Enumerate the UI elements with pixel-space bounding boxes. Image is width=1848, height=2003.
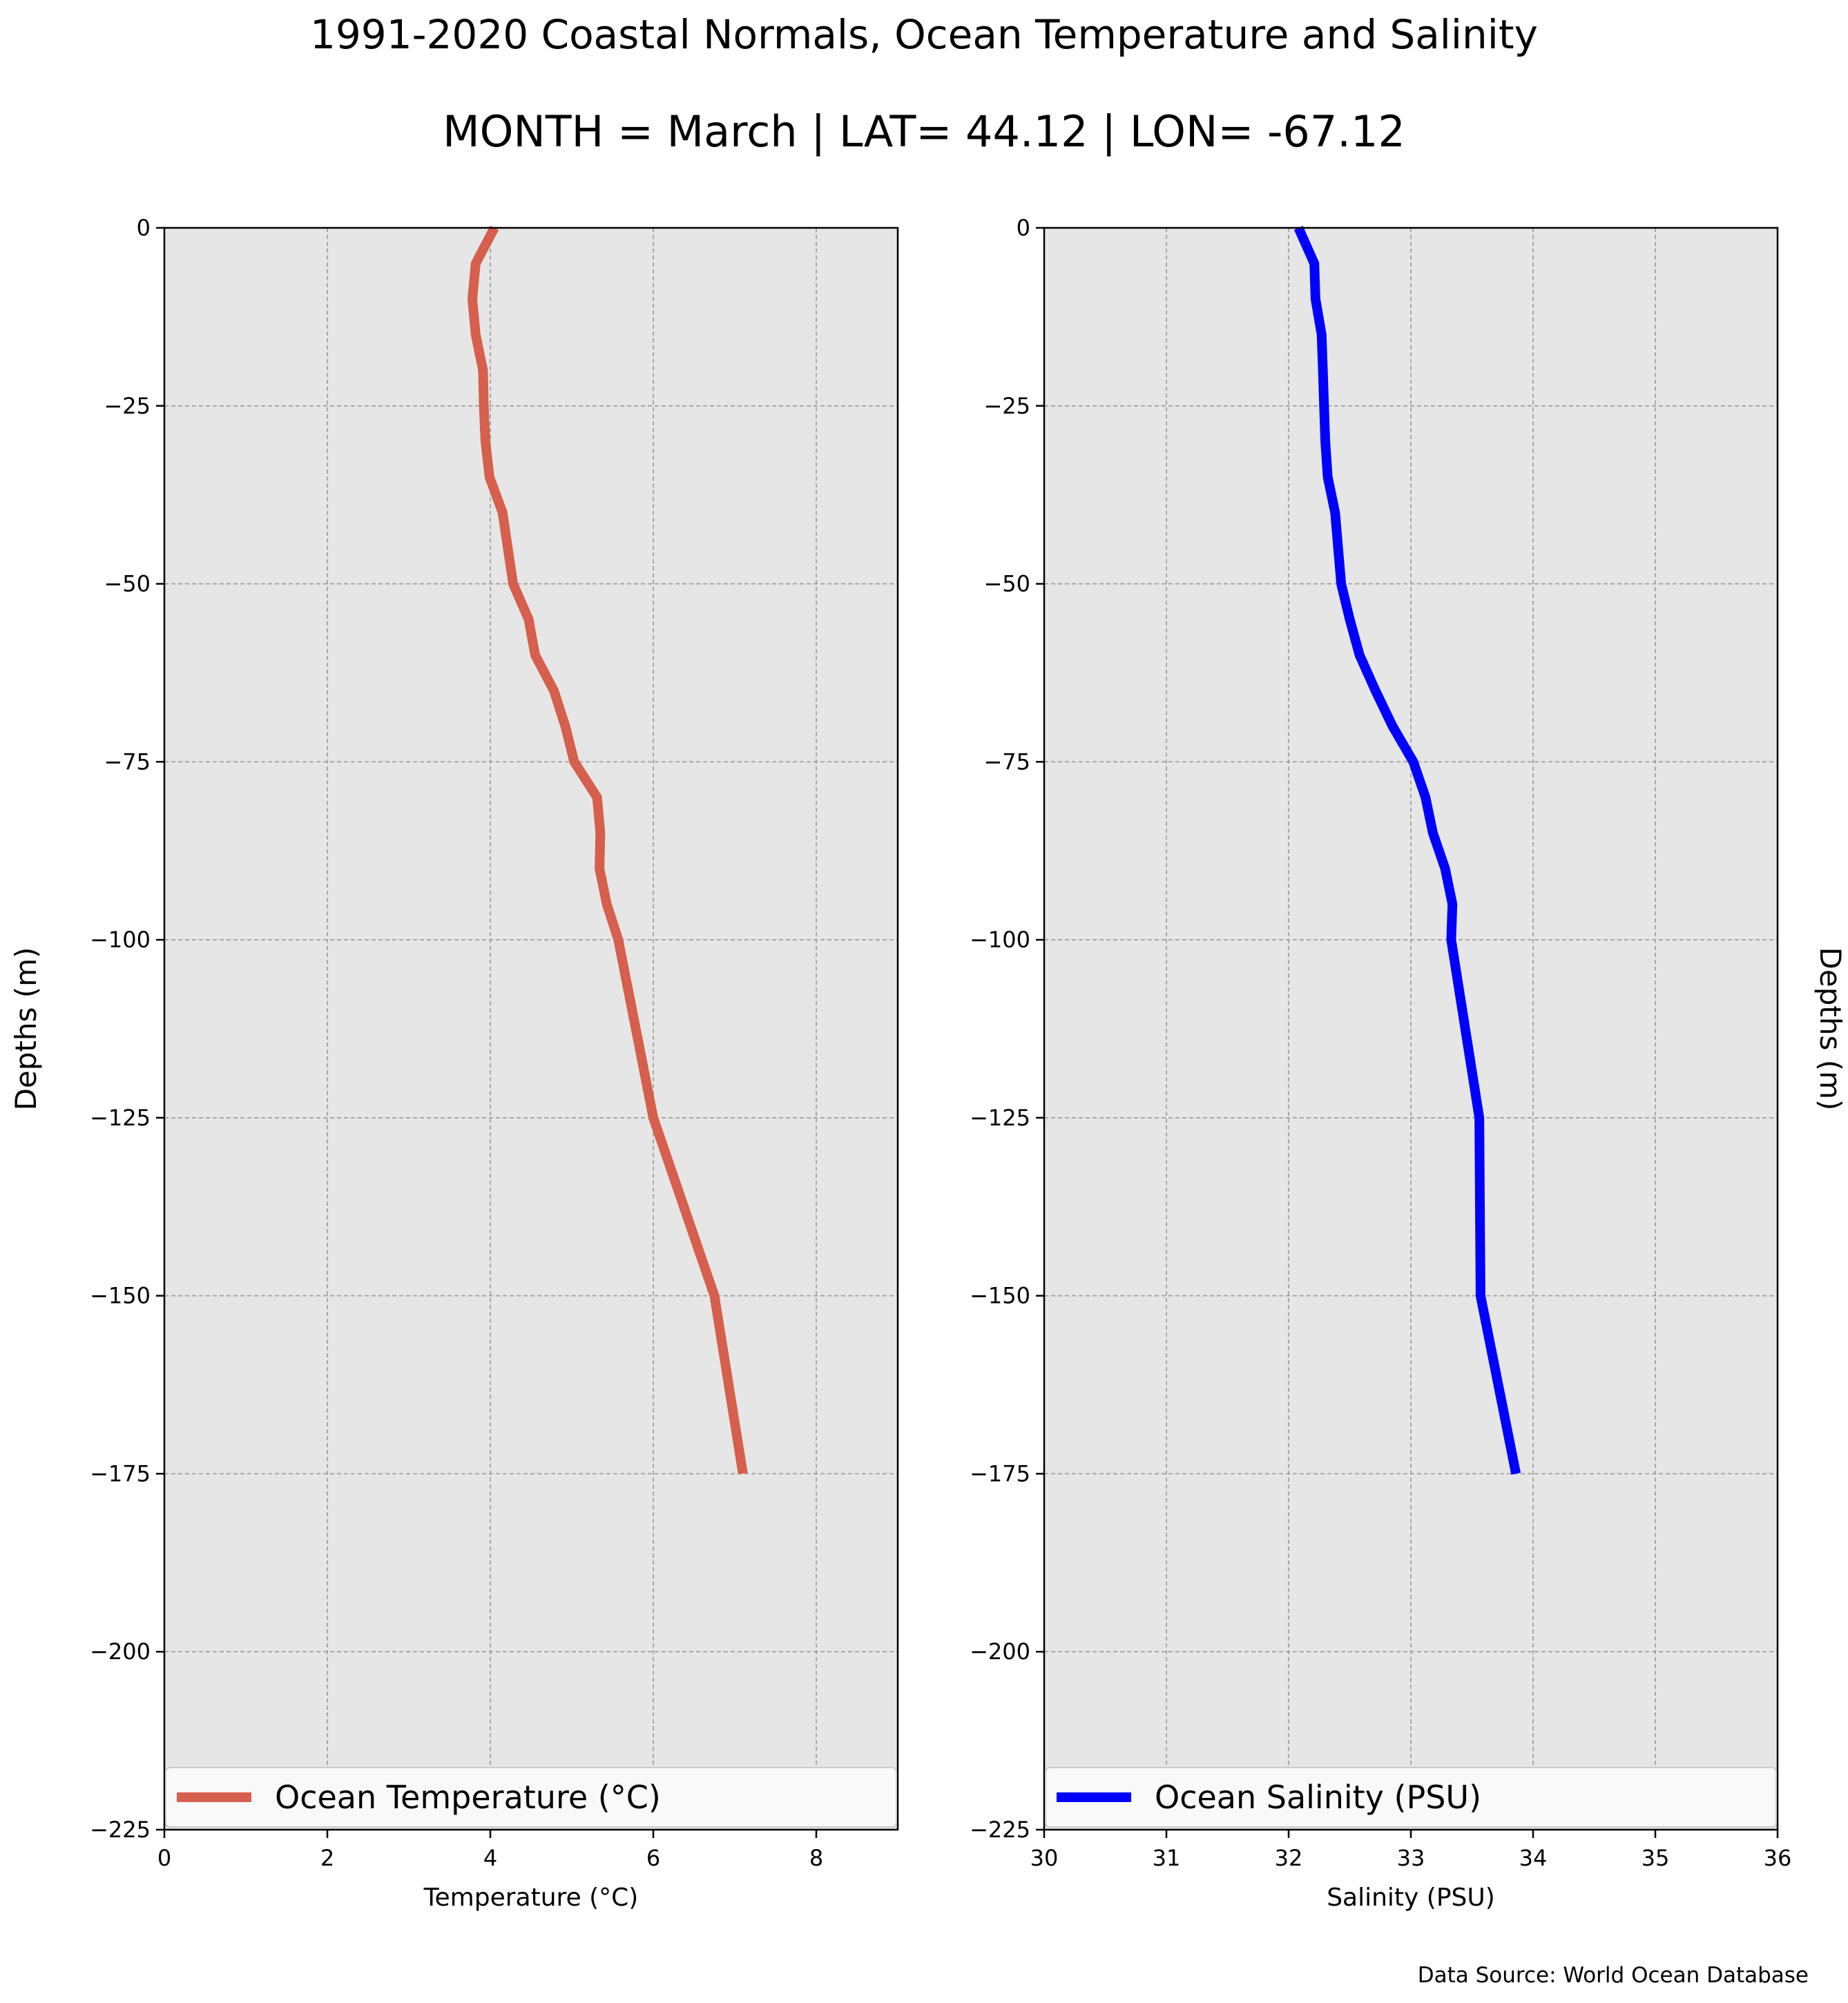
y-tick-label: −50 bbox=[104, 571, 151, 597]
series-line bbox=[467, 225, 748, 1475]
y-tick-label: 0 bbox=[137, 215, 151, 241]
y-tick-label: −50 bbox=[983, 571, 1030, 597]
axes-frame bbox=[163, 226, 899, 1831]
data-source-note: Data Source: World Ocean Database bbox=[1418, 1963, 1809, 1988]
plot-area bbox=[164, 228, 898, 1830]
x-tick-label: 4 bbox=[483, 1845, 497, 1871]
temperature-panel: 0 2 4 6 8 0 −25 −50 −75 −100 −125 −150 −175 −200 −225 T… bbox=[9, 215, 899, 1912]
legend: Ocean Temperature (°C) bbox=[165, 1767, 897, 1828]
y-tick-label: −150 bbox=[90, 1283, 151, 1309]
y-axis-label: Depths (m) bbox=[9, 947, 43, 1111]
legend-box bbox=[1045, 1767, 1777, 1828]
legend: Ocean Salinity (PSU) bbox=[1045, 1767, 1777, 1828]
figure-subtitle: MONTH = March | LAT= 44.12 | LON= -67.12 bbox=[443, 106, 1405, 157]
y-tick-label: −100 bbox=[970, 927, 1030, 953]
y-tick-label: −125 bbox=[90, 1105, 151, 1131]
y-tick-label: −75 bbox=[104, 748, 151, 775]
y-tick-label: −200 bbox=[90, 1638, 151, 1665]
series-line bbox=[1293, 226, 1521, 1475]
x-axis-label: Salinity (PSU) bbox=[1327, 1884, 1495, 1912]
figure-title: 1991-2020 Coastal Normals, Ocean Tempera… bbox=[310, 11, 1538, 58]
y-axis-label: Depths (m) bbox=[1813, 947, 1847, 1111]
y-tick-label: −25 bbox=[983, 393, 1030, 419]
y-tick-label: −175 bbox=[970, 1460, 1030, 1487]
x-tick-label: 36 bbox=[1764, 1845, 1792, 1871]
y-tick-label: −225 bbox=[90, 1817, 151, 1843]
y-tick-label: −200 bbox=[970, 1638, 1030, 1665]
x-axis-label: Temperature (°C) bbox=[423, 1884, 639, 1912]
y-tick-label: −225 bbox=[970, 1817, 1030, 1843]
x-tick-label: 0 bbox=[157, 1845, 171, 1871]
legend-box bbox=[165, 1767, 897, 1828]
salinity-panel: 30 31 32 33 34 35 36 0 −25 −50 −75 −100 −125 −150 −175… bbox=[970, 215, 1847, 1912]
y-tick-label: −75 bbox=[983, 748, 1030, 775]
y-tick-label: −125 bbox=[970, 1105, 1030, 1131]
y-tick-label: −25 bbox=[104, 393, 151, 419]
x-tick-label: 6 bbox=[646, 1845, 660, 1871]
y-tick-label: −100 bbox=[90, 927, 151, 953]
x-tick-label: 35 bbox=[1642, 1845, 1670, 1871]
legend-label: Ocean Temperature (°C) bbox=[275, 1779, 661, 1816]
x-tick-label: 2 bbox=[320, 1845, 334, 1871]
y-tick-label: 0 bbox=[1017, 215, 1030, 241]
x-tick-label: 32 bbox=[1275, 1845, 1303, 1871]
x-tick-label: 30 bbox=[1030, 1845, 1059, 1871]
legend-label: Ocean Salinity (PSU) bbox=[1155, 1779, 1481, 1816]
x-tick-label: 34 bbox=[1519, 1845, 1548, 1871]
x-tick-label: 8 bbox=[809, 1845, 823, 1871]
x-tick-label: 31 bbox=[1153, 1845, 1181, 1871]
y-tick-label: −175 bbox=[90, 1460, 151, 1487]
y-tick-label: −150 bbox=[970, 1283, 1030, 1309]
x-tick-label: 33 bbox=[1397, 1845, 1425, 1871]
